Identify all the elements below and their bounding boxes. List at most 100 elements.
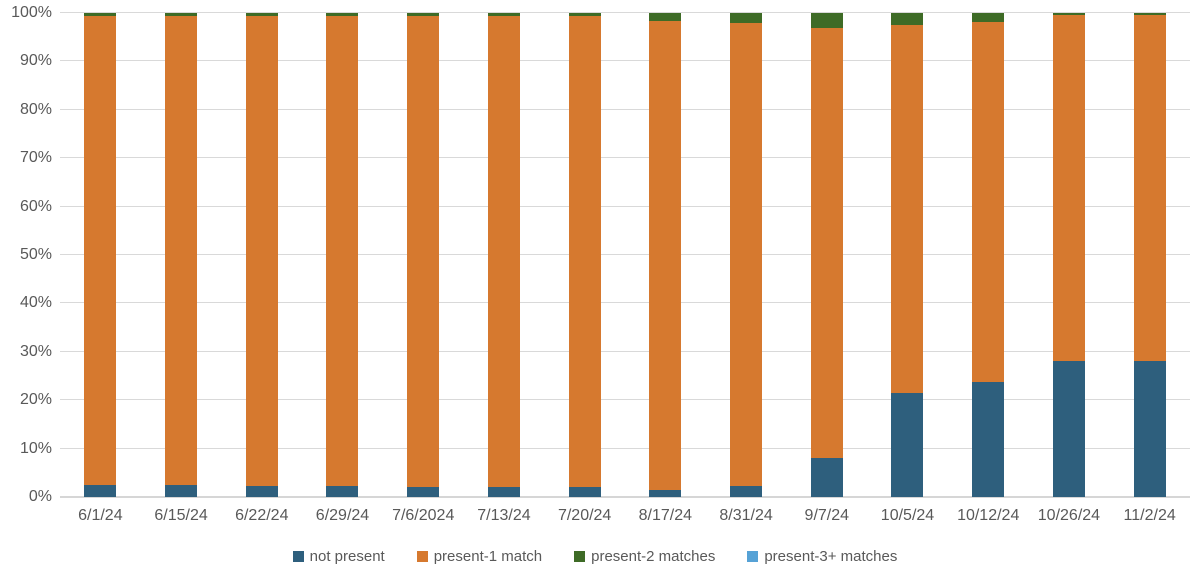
legend-marker-icon	[292, 551, 304, 562]
y-axis-label: 0%	[28, 488, 52, 505]
y-axis-label: 20%	[19, 391, 52, 409]
gridline	[60, 302, 1190, 304]
bar-slot	[302, 13, 383, 497]
legend-label: present-2 matches	[591, 548, 716, 565]
y-axis-label: 90%	[19, 52, 52, 70]
y-axis-label: 70%	[19, 149, 52, 167]
bar-segment-not-present	[326, 486, 359, 497]
bar-segment-not-present	[407, 486, 440, 497]
bar-slot	[464, 13, 545, 497]
bar-segment-present-1-match	[326, 15, 359, 487]
legend-marker-icon	[747, 551, 759, 562]
bar-slot	[221, 13, 302, 497]
gridline	[60, 447, 1190, 449]
bar-segment-not-present	[730, 486, 763, 497]
bar-segment-present-1-match	[487, 15, 520, 487]
bar-segment-not-present	[1052, 361, 1085, 497]
bar-segment-not-present	[891, 392, 924, 497]
stacked-bar	[810, 13, 843, 497]
bar-slot	[544, 13, 625, 497]
bar-slot	[60, 13, 141, 497]
bar-segment-present-2-matches	[568, 13, 601, 16]
bar-slot	[1029, 13, 1110, 497]
bar-slot	[706, 13, 787, 497]
x-axis-label: 9/7/24	[804, 507, 850, 524]
bar-slot	[948, 13, 1029, 497]
bar-slot	[141, 13, 222, 497]
gridline	[60, 12, 1190, 13]
bar-slot	[1109, 13, 1190, 497]
plot-area	[60, 12, 1190, 498]
bar-segment-not-present	[165, 484, 198, 497]
y-axis-label: 50%	[19, 246, 52, 263]
y-axis-label: 10%	[19, 439, 52, 457]
legend-label: present-3+ matches	[764, 548, 898, 565]
bar-segment-present-2-matches	[649, 13, 682, 22]
bar-segment-present-1-match	[1133, 14, 1166, 361]
bar-slot	[625, 13, 706, 497]
bar-segment-present-2-matches	[326, 13, 359, 16]
x-axis-label: 11/2/24	[1123, 507, 1176, 524]
stacked-bar	[245, 13, 278, 497]
bar-segment-present-1-match	[84, 15, 117, 485]
x-axis-label: 7/20/24	[557, 507, 612, 524]
stacked-bar	[568, 13, 601, 497]
x-axis-label: 6/29/24	[315, 507, 370, 524]
bar-segment-present-1-match	[649, 21, 682, 491]
x-axis-label: 6/15/24	[154, 507, 208, 524]
stacked-bar	[407, 13, 440, 497]
bar-segment-present-1-match	[810, 27, 843, 458]
stacked-bar	[326, 13, 359, 497]
stacked-bar	[972, 13, 1005, 497]
bar-segment-present-1-match	[730, 23, 763, 487]
bar-segment-not-present	[245, 486, 278, 497]
bar-segment-not-present	[568, 487, 601, 497]
bar-segment-present-2-matches	[407, 13, 440, 16]
bar-segment-present-1-match	[891, 25, 924, 393]
bar-segment-not-present	[649, 490, 682, 497]
gridline	[60, 205, 1190, 207]
bar-segment-present-2-matches	[810, 13, 843, 28]
bar-segment-not-present	[1133, 361, 1166, 497]
bar-segment-not-present	[487, 486, 520, 497]
legend-label: present-1 match	[433, 548, 543, 565]
bar-segment-present-1-match	[568, 15, 601, 488]
stacked-bar	[1133, 13, 1166, 497]
x-axis-label: 7/6/2024	[392, 507, 455, 524]
x-axis: 6/1/24 6/15/24 6/22/24 6/29/24 7/6/2024 7/13/…	[60, 507, 1190, 531]
legend-item: not present	[292, 548, 385, 565]
stacked-bar	[649, 13, 682, 497]
bar-slot	[867, 13, 948, 497]
y-axis-label: 40%	[19, 294, 52, 312]
gridline	[60, 108, 1190, 110]
legend-item: present-3+ matches	[747, 548, 897, 565]
stacked-bar	[84, 13, 117, 497]
y-axis: 0% 10% 20% 30% 40% 50% 60% 70% 80% 90% 100%	[0, 4, 52, 505]
x-axis-label: 6/1/24	[78, 507, 123, 524]
bar-segment-present-1-match	[407, 15, 440, 487]
bar-segment-present-2-matches	[1052, 13, 1085, 15]
legend-marker-icon	[574, 551, 586, 562]
bar-segment-present-2-matches	[487, 13, 520, 16]
bar-segment-present-2-matches	[972, 13, 1005, 23]
bar-segment-not-present	[810, 457, 843, 497]
x-axis-label: 8/31/24	[719, 507, 773, 524]
x-axis-label: 10/26/24	[1037, 507, 1101, 524]
gridline	[60, 350, 1190, 352]
bar-segment-present-2-matches	[84, 13, 117, 16]
bar-segment-not-present	[972, 381, 1005, 497]
gridline	[60, 399, 1190, 401]
stacked-bar	[891, 13, 924, 497]
bar-segment-present-1-match	[245, 15, 278, 487]
legend-item: present-2 matches	[574, 548, 715, 565]
stacked-bar	[487, 13, 520, 497]
bar-segment-present-2-matches	[1133, 13, 1166, 15]
bar-slot	[383, 13, 464, 497]
bar-slot	[786, 13, 867, 497]
x-axis-label: 6/22/24	[235, 507, 289, 524]
gridline	[60, 60, 1190, 62]
legend-label: not present	[309, 548, 385, 565]
bar-segment-present-1-match	[972, 22, 1005, 382]
stacked-bar	[165, 13, 198, 497]
